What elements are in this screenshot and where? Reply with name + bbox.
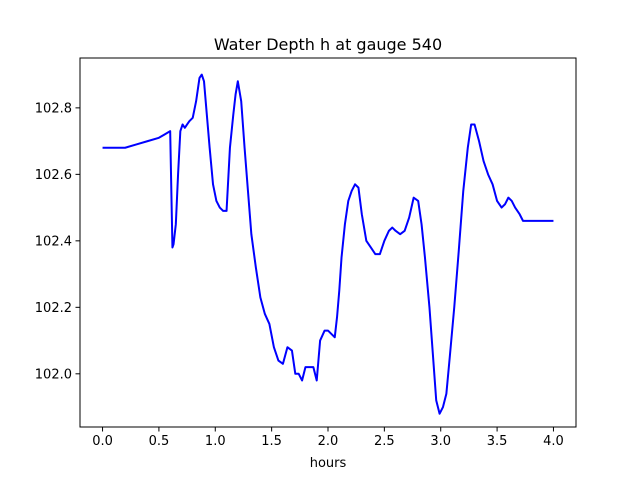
y-tick-label: 102.0 xyxy=(35,367,72,382)
x-tick-label: 2.0 xyxy=(318,434,339,449)
x-tick-label: 1.5 xyxy=(261,434,282,449)
y-tick-label: 102.8 xyxy=(35,101,72,116)
x-axis-label: hours xyxy=(310,456,347,471)
x-tick-label: 1.0 xyxy=(205,434,226,449)
x-tick-label: 4.0 xyxy=(543,434,564,449)
x-tick-label: 3.5 xyxy=(487,434,508,449)
y-tick-label: 102.6 xyxy=(35,168,72,183)
x-tick-label: 3.0 xyxy=(430,434,451,449)
y-tick-label: 102.4 xyxy=(35,234,72,249)
chart-title: Water Depth h at gauge 540 xyxy=(214,35,442,54)
y-tick-label: 102.2 xyxy=(35,301,72,316)
plot-area: 0.0 0.5 1.0 1.5 2.0 2.5 3.0 3.5 4.0 102.0 102.2 102… xyxy=(35,57,577,449)
series-line-0 xyxy=(102,73,554,415)
x-tick-label: 0.5 xyxy=(149,434,170,449)
axes-frame xyxy=(79,57,577,428)
x-tick-label: 0.0 xyxy=(92,434,113,449)
x-tick-label: 2.5 xyxy=(374,434,395,449)
